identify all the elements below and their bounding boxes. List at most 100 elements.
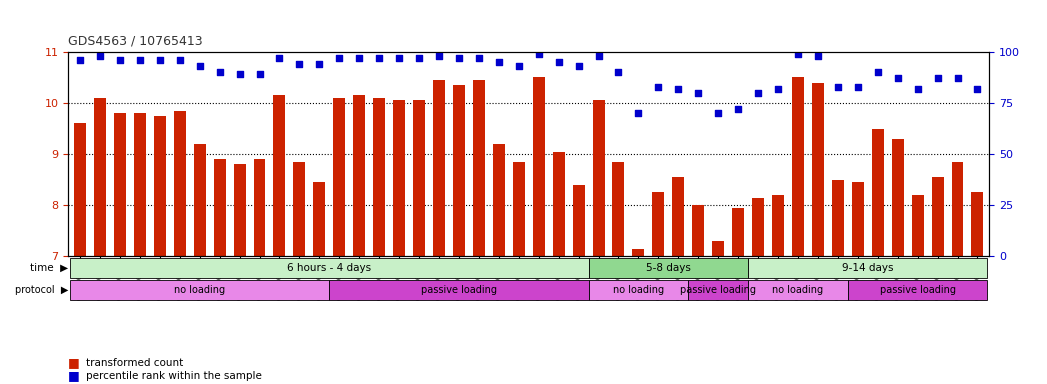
Bar bbox=[832, 180, 844, 257]
Point bbox=[829, 84, 846, 90]
Bar bbox=[330, 280, 588, 300]
Point bbox=[311, 61, 328, 67]
Point bbox=[610, 69, 627, 75]
Point bbox=[211, 69, 228, 75]
Bar bbox=[892, 139, 904, 257]
Point bbox=[172, 57, 188, 63]
Point bbox=[371, 55, 387, 61]
Point bbox=[351, 55, 367, 61]
Bar bbox=[333, 98, 346, 257]
Text: transformed count: transformed count bbox=[86, 358, 183, 368]
Bar bbox=[513, 162, 525, 257]
Point bbox=[152, 57, 169, 63]
Point bbox=[571, 63, 587, 69]
Bar bbox=[632, 249, 644, 257]
Bar bbox=[612, 162, 624, 257]
Point bbox=[231, 71, 248, 78]
Bar bbox=[749, 280, 848, 300]
Point bbox=[710, 110, 727, 116]
Point bbox=[112, 57, 129, 63]
Bar bbox=[154, 116, 165, 257]
Point bbox=[510, 63, 527, 69]
Bar bbox=[752, 198, 764, 257]
Bar bbox=[313, 182, 326, 257]
Point bbox=[192, 63, 208, 69]
Text: no loading: no loading bbox=[174, 285, 225, 295]
Point bbox=[889, 75, 906, 81]
Point bbox=[490, 59, 507, 65]
Point bbox=[950, 75, 966, 81]
Bar bbox=[433, 80, 445, 257]
Point bbox=[450, 55, 467, 61]
Bar bbox=[70, 280, 330, 300]
Point bbox=[929, 75, 945, 81]
Text: ■: ■ bbox=[68, 369, 80, 382]
Bar bbox=[588, 280, 688, 300]
Point bbox=[690, 90, 707, 96]
Point bbox=[251, 71, 268, 78]
Bar bbox=[952, 162, 963, 257]
Bar bbox=[732, 208, 744, 257]
Text: time  ▶: time ▶ bbox=[30, 263, 68, 273]
Point bbox=[410, 55, 427, 61]
Bar bbox=[688, 280, 749, 300]
Point bbox=[331, 55, 348, 61]
Bar bbox=[848, 280, 987, 300]
Bar bbox=[493, 144, 505, 257]
Bar bbox=[194, 144, 205, 257]
Text: 5-8 days: 5-8 days bbox=[646, 263, 691, 273]
Bar bbox=[214, 159, 225, 257]
Bar bbox=[692, 205, 705, 257]
Point bbox=[291, 61, 308, 67]
Point bbox=[909, 86, 926, 92]
Bar bbox=[852, 182, 864, 257]
Bar bbox=[134, 113, 146, 257]
Point bbox=[789, 51, 806, 57]
Text: no loading: no loading bbox=[612, 285, 664, 295]
Bar bbox=[233, 164, 246, 257]
Bar bbox=[772, 195, 784, 257]
Bar bbox=[70, 258, 588, 278]
Point bbox=[132, 57, 149, 63]
Point bbox=[809, 53, 826, 59]
Point bbox=[430, 53, 447, 59]
Bar bbox=[573, 185, 584, 257]
Point bbox=[849, 84, 866, 90]
Bar bbox=[253, 159, 266, 257]
Bar bbox=[473, 80, 485, 257]
Point bbox=[271, 55, 288, 61]
Text: passive loading: passive loading bbox=[681, 285, 756, 295]
Point bbox=[750, 90, 766, 96]
Bar bbox=[353, 95, 365, 257]
Text: percentile rank within the sample: percentile rank within the sample bbox=[86, 371, 262, 381]
Bar bbox=[972, 192, 983, 257]
Text: ■: ■ bbox=[68, 356, 80, 369]
Point bbox=[551, 59, 567, 65]
Point bbox=[470, 55, 487, 61]
Point bbox=[970, 86, 986, 92]
Point bbox=[670, 86, 687, 92]
Bar bbox=[652, 192, 665, 257]
Bar bbox=[872, 129, 884, 257]
Bar bbox=[672, 177, 685, 257]
Bar bbox=[912, 195, 923, 257]
Bar bbox=[593, 101, 604, 257]
Text: 6 hours - 4 days: 6 hours - 4 days bbox=[287, 263, 372, 273]
Bar bbox=[553, 152, 564, 257]
Bar bbox=[273, 95, 286, 257]
Bar bbox=[174, 111, 185, 257]
Bar bbox=[533, 78, 544, 257]
Point bbox=[91, 53, 108, 59]
Text: passive loading: passive loading bbox=[879, 285, 956, 295]
Point bbox=[71, 57, 88, 63]
Bar bbox=[393, 101, 405, 257]
Bar bbox=[811, 83, 824, 257]
Bar bbox=[792, 78, 804, 257]
Point bbox=[591, 53, 607, 59]
Text: passive loading: passive loading bbox=[421, 285, 497, 295]
Bar bbox=[712, 241, 725, 257]
Bar bbox=[94, 98, 106, 257]
Point bbox=[730, 106, 747, 112]
Text: 9-14 days: 9-14 days bbox=[842, 263, 893, 273]
Point bbox=[531, 51, 548, 57]
